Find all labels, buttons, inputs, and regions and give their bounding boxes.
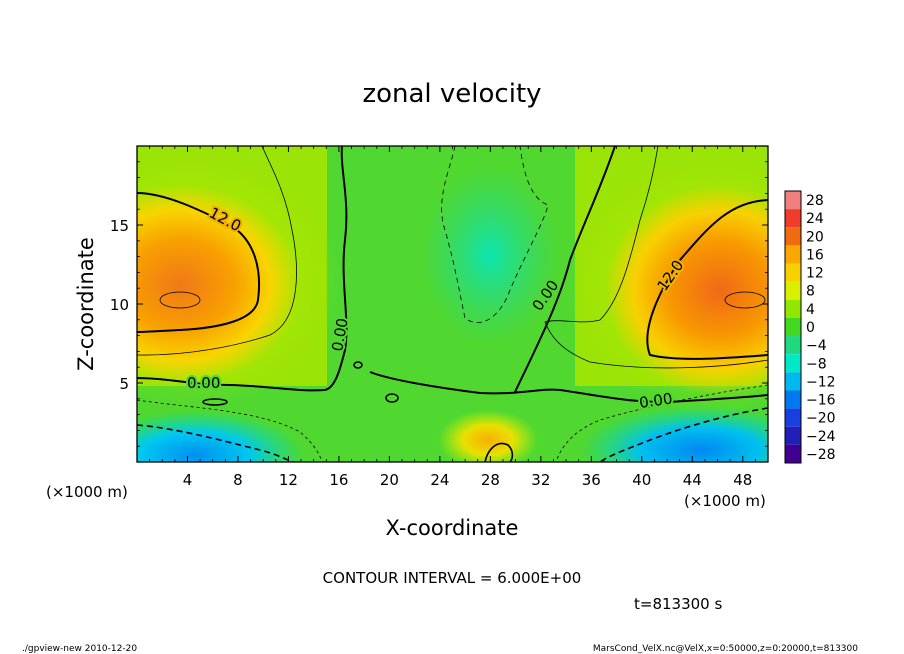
colorbar-level-label: 8 (806, 284, 815, 300)
colorbar-swatch (785, 281, 801, 300)
y-tick-label: 10 (110, 296, 129, 314)
contour-twelve-left (137, 192, 261, 333)
colorbar-swatch (785, 263, 801, 282)
contour-bottom-max (484, 442, 514, 462)
contour-zero-left (137, 146, 348, 392)
colorbar-swatch (785, 372, 801, 391)
field-max-bottom (438, 410, 538, 462)
colorbar-level-label: −16 (806, 393, 836, 409)
colorbar: 28 24 20 16 12 8 4 0 −4 −8 −12 −16 −20 −24 −28 (784, 190, 836, 464)
x-tick-label: 36 (582, 471, 601, 489)
x-tick-label: 12 (279, 471, 298, 489)
colorbar-swatch (785, 354, 801, 373)
x-unit-note-left: (×1000 m) (46, 483, 128, 501)
contour-island-b (353, 361, 363, 369)
colorbar-level-label: −28 (806, 447, 836, 463)
colorbar-swatch (785, 408, 801, 427)
colorbar-swatch (785, 245, 801, 264)
contour-thin-right (544, 146, 768, 369)
x-tick-label: 32 (531, 471, 550, 489)
contour-twelve-right (646, 199, 768, 360)
x-tick-label: 16 (329, 471, 348, 489)
contour-island-a (385, 393, 399, 403)
contour-interval-label: CONTOUR INTERVAL = 6.000E+00 (323, 569, 582, 587)
field-min-center (420, 165, 560, 345)
contour-dashed-bottom-right (599, 407, 768, 462)
contour-dashed-bottom-left (137, 424, 296, 462)
contour-zero-right (369, 146, 768, 404)
colorbar-level-label: 4 (806, 302, 815, 318)
colorbar-frame (784, 190, 802, 464)
chart-title: zonal velocity (362, 79, 541, 109)
colorbar-level-label: −4 (806, 338, 827, 354)
contour-island-d (159, 291, 201, 309)
colorbar-level-label: 16 (806, 247, 824, 263)
x-axis: 4 8 12 16 20 24 28 32 36 40 44 48 (149, 146, 756, 489)
colorbar-swatch (785, 317, 801, 337)
field-min-left (137, 410, 305, 462)
x-tick-label: 20 (380, 471, 399, 489)
contour-dashed-center (441, 146, 549, 323)
field-min-right (580, 405, 768, 462)
field-max-left (137, 185, 300, 385)
colorbar-swatch (785, 336, 801, 355)
colorbar-swatch (785, 209, 801, 228)
y-axis-title: Z-coordinate (74, 237, 98, 371)
colorbar-level-label: −8 (806, 356, 827, 372)
contour-thin-bottom-right (555, 384, 768, 462)
x-unit-note-right: (×1000 m) (684, 492, 766, 510)
contour-lines (137, 146, 768, 462)
x-tick-label: 48 (733, 471, 752, 489)
x-tick-label: 24 (430, 471, 449, 489)
contour-thin-bottom-left (137, 399, 323, 462)
colorbar-swatch (785, 390, 801, 409)
x-axis-title: X-coordinate (386, 516, 519, 540)
contour-island-e (724, 291, 766, 309)
colorbar-level-label: 12 (806, 266, 824, 282)
colorbar-level-label: 28 (806, 193, 824, 209)
footer-left-label: ./gpview-new 2010-12-20 (22, 644, 137, 654)
footer-right-label: MarsCond_VelX.nc@VelX,x=0:50000,z=0:2000… (593, 644, 858, 654)
y-axis: 5 10 15 (110, 161, 768, 447)
colorbar-swatch (785, 444, 801, 463)
plot-area: 12.0 0.00 0.00 0.00 12.0 0.00 (137, 146, 768, 462)
colorbar-level-label: −24 (806, 429, 836, 445)
colorbar-swatch (785, 426, 801, 445)
x-tick-label: 4 (183, 471, 193, 489)
x-tick-label: 8 (233, 471, 243, 489)
x-tick-label: 40 (632, 471, 651, 489)
colorbar-swatch (785, 191, 801, 210)
colorbar-swatch (785, 299, 801, 318)
x-tick-label: 28 (481, 471, 500, 489)
x-tick-label: 44 (683, 471, 702, 489)
y-tick-label: 5 (119, 375, 129, 393)
y-tick-label: 15 (110, 217, 129, 235)
colorbar-level-label: 24 (806, 211, 824, 227)
contour-thin-left (137, 146, 297, 356)
colorbar-level-label: −20 (806, 411, 836, 427)
time-label: t=813300 s (634, 595, 722, 613)
colorbar-level-label: 20 (806, 229, 824, 245)
contour-island-c (202, 398, 228, 406)
contour-label: 0.00 (187, 374, 220, 392)
colorbar-swatch (785, 227, 801, 246)
colorbar-level-label: 0 (806, 320, 815, 336)
colorbar-level-label: −12 (806, 374, 836, 390)
field-max-right (605, 185, 768, 395)
